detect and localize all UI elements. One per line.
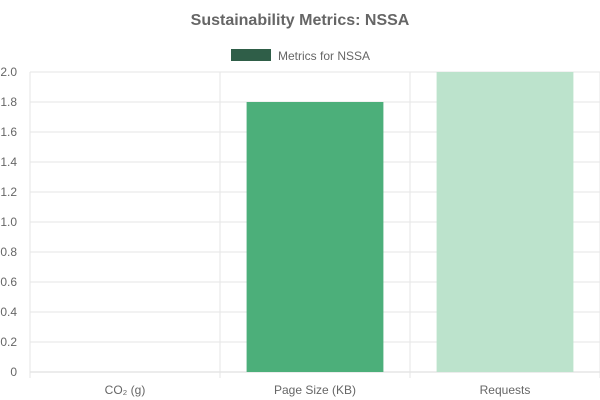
legend-label: Metrics for NSSA: [278, 49, 370, 63]
bar-1[interactable]: [246, 102, 384, 372]
y-tick-label: 0.6: [0, 275, 17, 289]
y-tick-label: 1.0: [0, 215, 17, 229]
x-tick-label: Page Size (KB): [274, 383, 356, 397]
bars: [246, 72, 574, 372]
x-tick-label: CO₂ (g): [105, 383, 146, 397]
x-tick-label: Requests: [480, 383, 531, 397]
legend[interactable]: Metrics for NSSA: [231, 49, 370, 63]
bar-2[interactable]: [436, 72, 574, 372]
y-tick-label: 2.0: [0, 65, 17, 79]
legend-swatch: [231, 49, 271, 61]
y-tick-label: 1.4: [0, 155, 17, 169]
y-tick-label: 0.8: [0, 245, 17, 259]
y-tick-label: 1.6: [0, 125, 17, 139]
chart-title: Sustainability Metrics: NSSA: [191, 12, 410, 29]
y-tick-label: 0.4: [0, 305, 17, 319]
y-tick-label: 1.2: [0, 185, 17, 199]
y-axis: 0 0.2 0.4 0.6 0.8 1.0 1.2 1.4 1.6 1.8 2.0: [0, 65, 17, 379]
x-axis: CO₂ (g) Page Size (KB) Requests: [105, 383, 531, 397]
y-tick-label: 0.2: [0, 335, 17, 349]
y-tick-label: 1.8: [0, 95, 17, 109]
y-tick-label: 0: [10, 365, 17, 379]
